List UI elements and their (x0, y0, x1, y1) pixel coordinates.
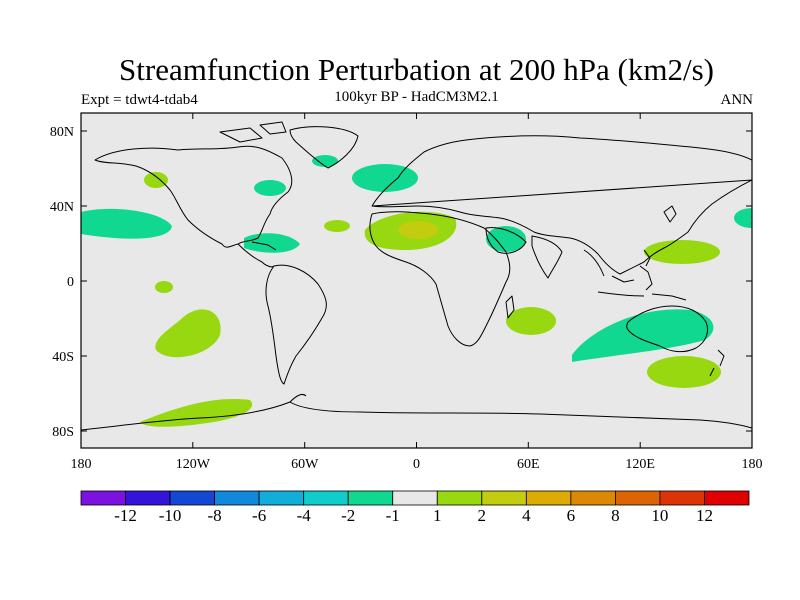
contour-australia (572, 309, 714, 362)
colorbar-swatch (481, 490, 527, 506)
coast-north-america (94, 145, 293, 248)
colorbar-label: -12 (114, 506, 137, 525)
coast-arabia (485, 227, 527, 254)
colorbar-label: 6 (566, 506, 576, 525)
contour-alaska (144, 172, 168, 188)
lon-tick-label: 180 (742, 457, 763, 472)
contour-greenland (312, 155, 338, 167)
contour-east-pacific-edge (734, 208, 752, 228)
coast-antarctica (81, 401, 752, 431)
colorbar-label: 1 (433, 506, 442, 525)
contour-mid-atlantic (324, 220, 350, 232)
contour-southern-ocean (140, 399, 253, 427)
map-background (81, 113, 752, 448)
contour-pacific-west (81, 208, 172, 239)
coastlines (81, 121, 752, 431)
coast-philippines (643, 249, 651, 267)
colorbar-label: -4 (296, 506, 311, 525)
lat-tick-label: 40N (50, 200, 74, 215)
lat-tick-label: 80S (52, 425, 74, 440)
coast-canadian-islands (219, 121, 287, 143)
plot-subtitle: 100kyr BP - HadCM3M2.1 (334, 89, 499, 105)
coast-japan (663, 205, 677, 223)
colorbar-label: 4 (522, 506, 531, 525)
anomaly-contours (81, 155, 752, 427)
plot-title: Streamfunction Perturbation at 200 hPa (… (119, 52, 714, 87)
contour-tasman (647, 356, 721, 388)
colorbar-swatch (615, 490, 661, 506)
colorbar-label: 8 (611, 506, 620, 525)
colorbar-swatch (525, 490, 572, 506)
lat-tick-label: 80N (50, 125, 74, 140)
experiment-label: Expt = tdwt4-tdab4 (81, 92, 198, 108)
coast-central-america (237, 243, 275, 268)
colorbar-label: 12 (695, 506, 713, 525)
coast-greenland (289, 126, 359, 169)
coast-southeast-asia (583, 249, 653, 291)
colorbar-label: -8 (207, 506, 222, 525)
coast-indonesia (597, 291, 687, 301)
contour-west-pacific (644, 240, 720, 264)
contour-atlantic-north (352, 164, 418, 192)
coast-europe-asia (371, 135, 752, 275)
colorbar-swatch (169, 490, 215, 506)
colorbar-label: 10 (651, 506, 669, 525)
coast-south-america (265, 264, 327, 385)
coast-madagascar (505, 295, 515, 319)
colorbar-label: -1 (385, 506, 400, 525)
colorbar-swatch (436, 490, 483, 506)
colorbar-swatch (303, 490, 349, 506)
colorbar-swatch (659, 490, 705, 506)
colorbar-label: 2 (477, 506, 487, 525)
contour-equatorial-pacific (155, 281, 173, 293)
colorbar-swatch (214, 490, 260, 506)
lon-tick-label: 60E (517, 457, 540, 472)
lon-tick-label: 180 (71, 457, 92, 472)
colorbar-swatch (80, 490, 126, 506)
colorbar-swatch (347, 490, 394, 506)
contour-north-america (254, 180, 286, 196)
season-label: ANN (720, 92, 754, 108)
lat-tick-label: 40S (52, 350, 74, 365)
contour-sahara-core (398, 221, 438, 239)
colorbar-swatch (125, 490, 171, 506)
coast-cuba (251, 241, 277, 251)
coast-india (531, 235, 563, 279)
lon-tick-label: 120W (176, 457, 211, 472)
longitude-axis: 180 120W 60W 0 60E 120E 180 (71, 113, 763, 472)
colorbar-swatch (258, 490, 305, 506)
lon-tick-label: 60W (291, 457, 319, 472)
lat-tick-label: 0 (67, 275, 74, 290)
colorbar (80, 490, 750, 506)
latitude-axis: 80N 40N 0 40S 80S (50, 125, 752, 440)
lon-tick-label: 0 (413, 457, 420, 472)
colorbar-label: -6 (252, 506, 267, 525)
contour-south-indian (506, 307, 556, 335)
colorbar-swatch (570, 490, 616, 506)
coast-australia (626, 305, 709, 353)
coast-africa (369, 211, 511, 347)
contour-arabia (486, 226, 526, 252)
colorbar-swatch (704, 490, 750, 506)
colorbar-label: -2 (341, 506, 356, 525)
colorbar-swatch (392, 490, 438, 506)
lon-tick-label: 120E (625, 457, 655, 472)
coast-new-zealand (709, 349, 725, 377)
colorbar-label: -10 (158, 506, 182, 525)
coast-antarctic-peninsula (289, 393, 307, 403)
contour-south-pacific (155, 309, 221, 358)
